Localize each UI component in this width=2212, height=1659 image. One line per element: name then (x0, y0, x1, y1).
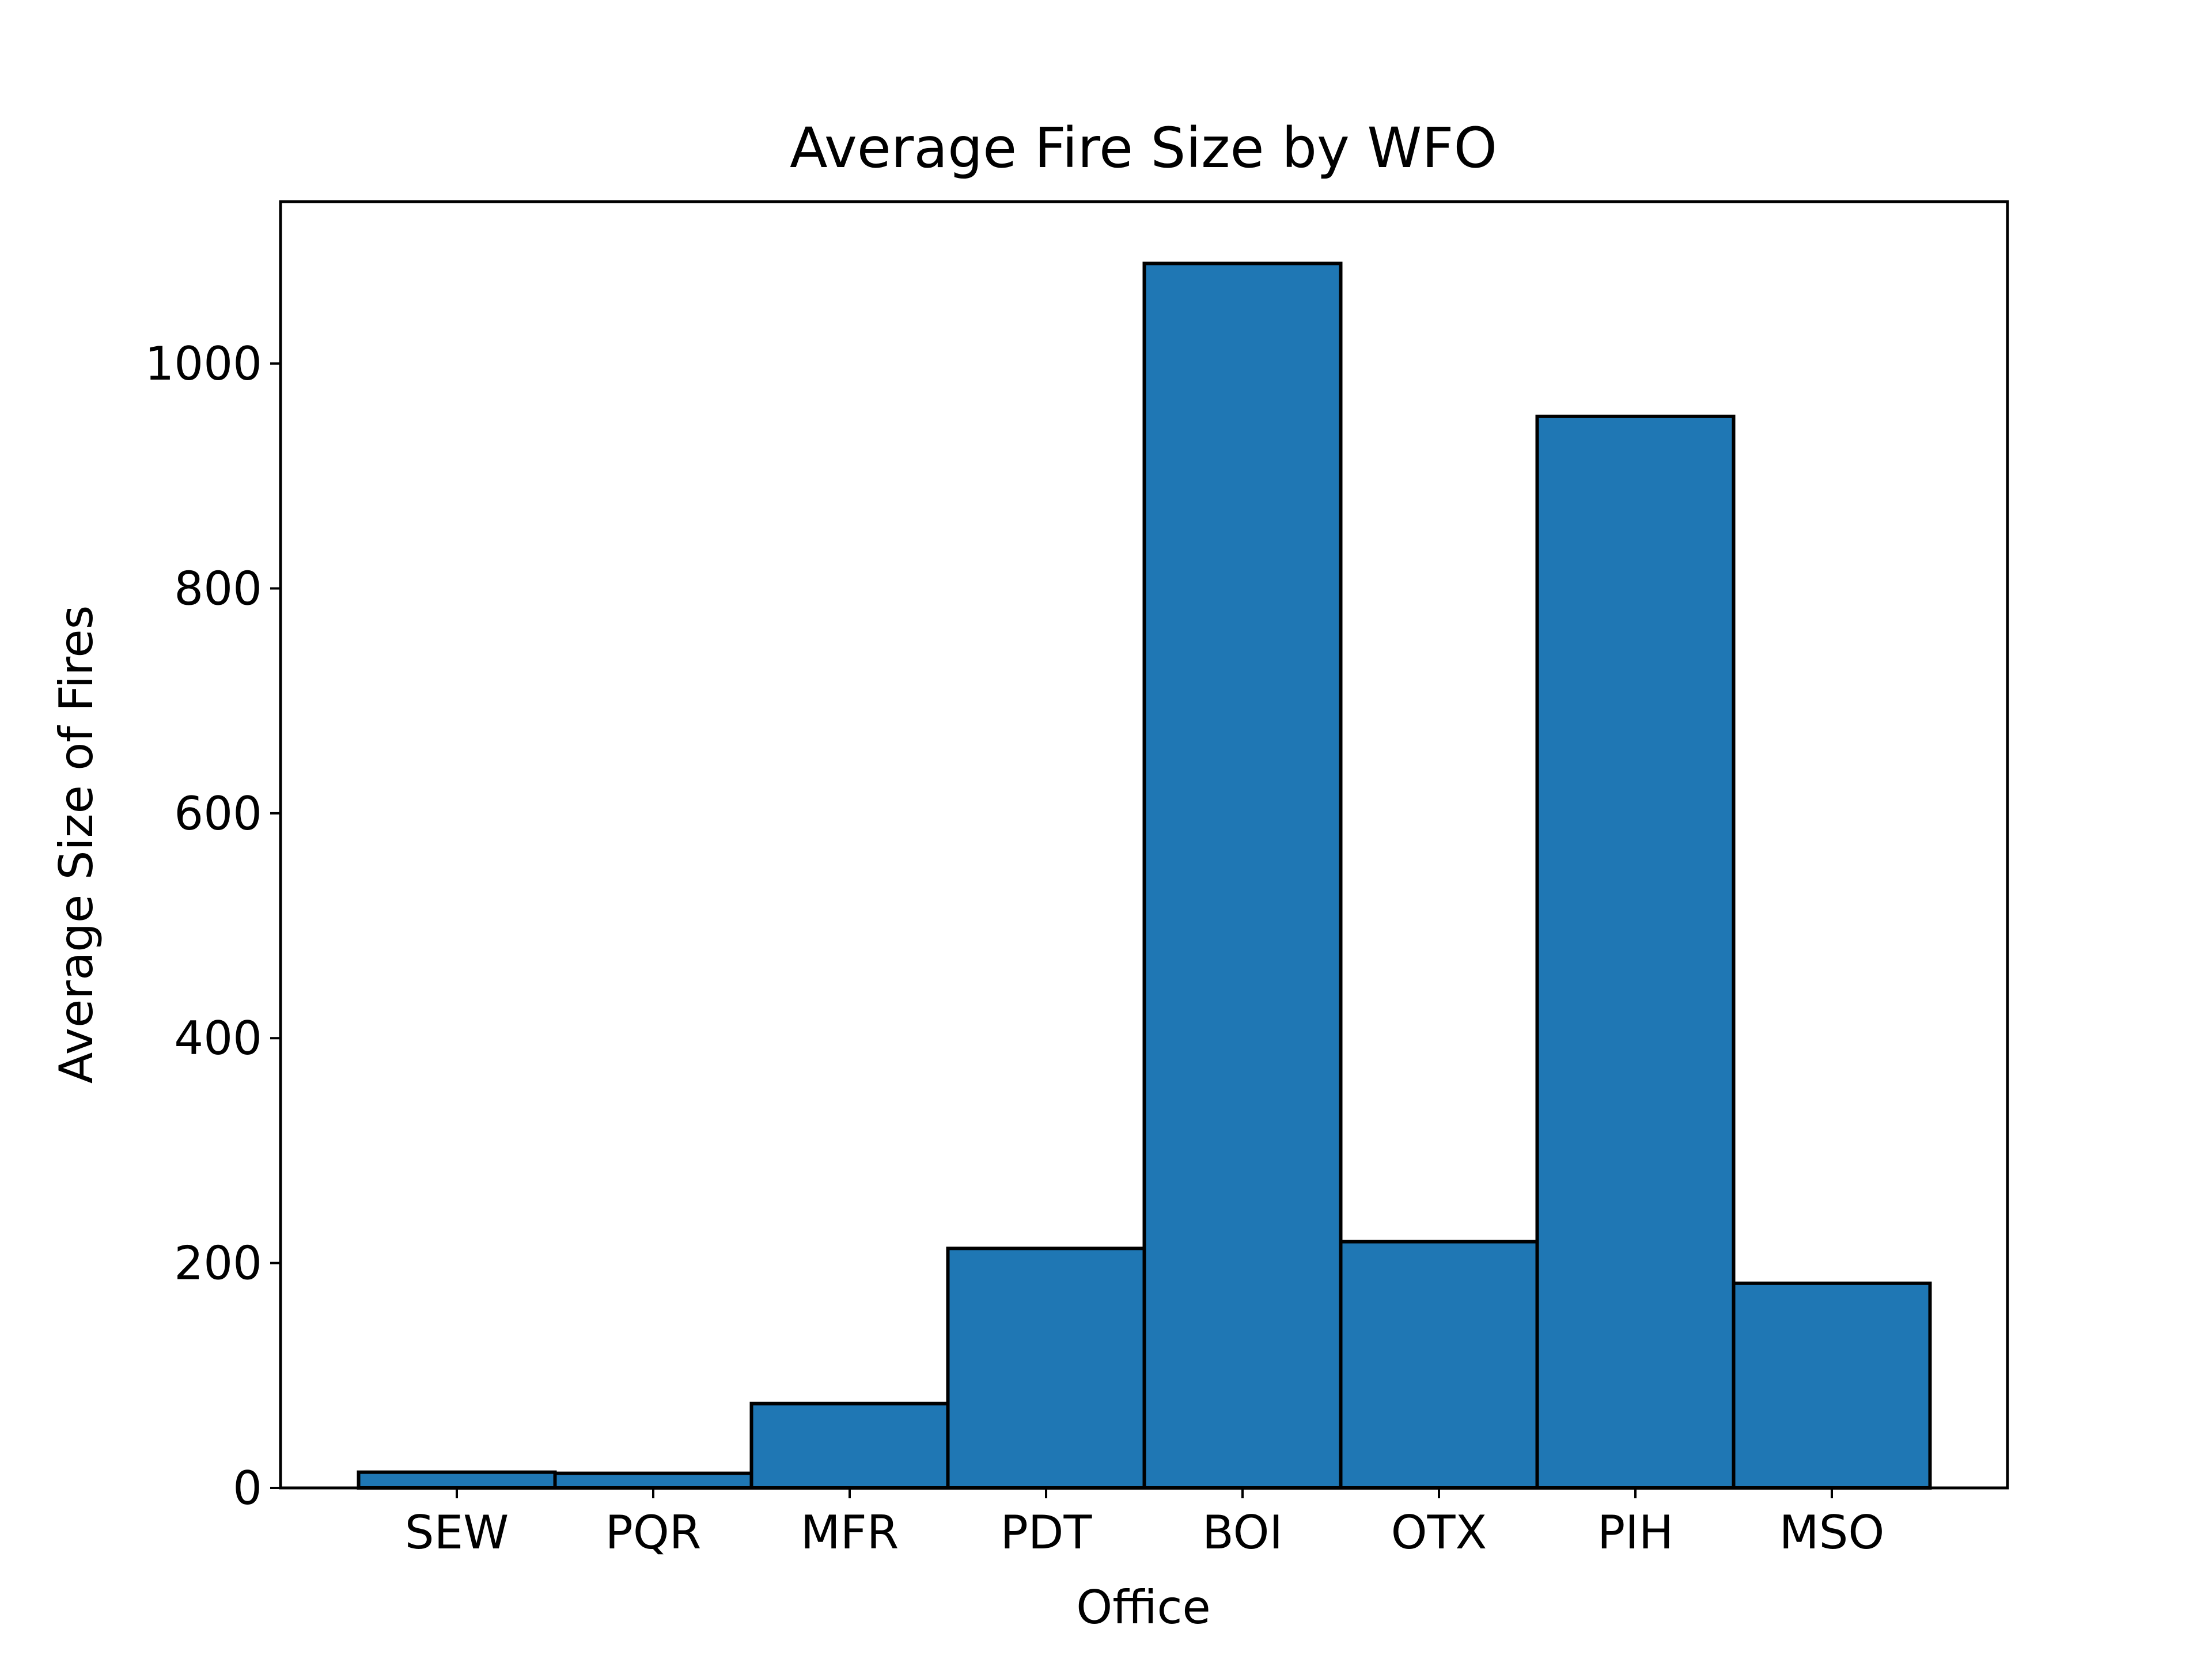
y-ticks-group: 0 200 400 600 800 1000 (145, 337, 281, 1515)
bar-pqr (553, 1471, 753, 1490)
y-tick-label: 400 (174, 1012, 262, 1065)
bar-mfr (749, 1402, 950, 1490)
y-axis-label: Average Size of Fires (50, 605, 103, 1084)
x-tick-label: PQR (605, 1506, 702, 1559)
bar-pdt (946, 1247, 1146, 1490)
x-tick-label: PDT (1001, 1506, 1093, 1559)
bar-boi (1142, 262, 1343, 1490)
bar-otx (1339, 1240, 1539, 1490)
bar-sew (357, 1470, 557, 1490)
x-tick-label: PIH (1597, 1506, 1673, 1559)
x-tick-label: MFR (801, 1506, 899, 1559)
chart-title: Average Fire Size by WFO (790, 116, 1497, 180)
y-tick-label: 600 (174, 787, 262, 840)
x-tick-label: MSO (1779, 1506, 1885, 1559)
y-tick-label: 1000 (145, 337, 262, 391)
x-tick-label: BOI (1202, 1506, 1283, 1559)
y-tick-label: 800 (174, 562, 262, 615)
y-tick-label: 200 (174, 1237, 262, 1290)
bar-pih (1535, 414, 1736, 1490)
x-ticks-group: SEW PQR MFR PDT BOI OTX PIH MSO (405, 1488, 1885, 1559)
bar-mso (1732, 1281, 1932, 1490)
x-tick-label: OTX (1391, 1506, 1487, 1559)
y-tick-label: 0 (233, 1461, 262, 1515)
plot-frame (279, 200, 2009, 1490)
x-axis-label: Office (1076, 1581, 1211, 1634)
bars-group (357, 262, 1932, 1490)
x-tick-label: SEW (405, 1506, 509, 1559)
